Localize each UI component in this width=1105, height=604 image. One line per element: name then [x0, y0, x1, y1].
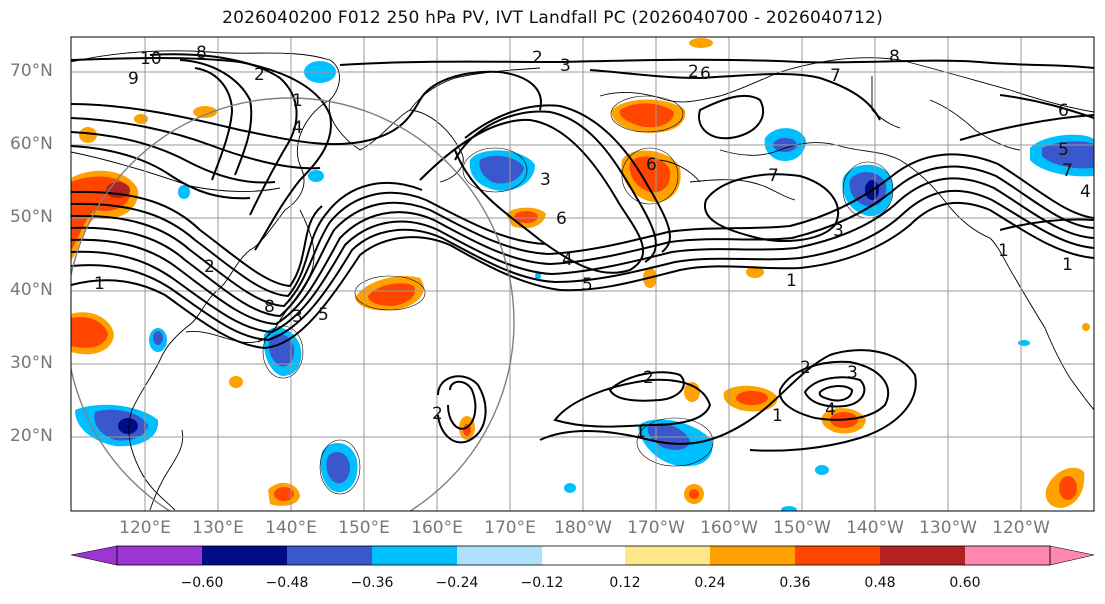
plot-frame	[70, 36, 1095, 512]
contour-label: 2	[643, 368, 654, 388]
contour-label: 9	[128, 69, 139, 89]
contour-label: 2	[432, 404, 443, 424]
contour-label: 1	[635, 422, 646, 442]
colorbar-tick: 0.24	[694, 575, 726, 591]
contour-label: 1	[1062, 255, 1073, 275]
contour-label: 1	[786, 271, 797, 291]
lon-label: 160°E	[411, 518, 463, 538]
contour-label: 1	[292, 91, 303, 111]
contour-label: 3	[833, 221, 844, 241]
colorbar-bin	[625, 546, 710, 565]
colorbar	[70, 545, 1095, 566]
lon-label: 150°E	[338, 518, 390, 538]
colorbar-bin	[117, 546, 202, 565]
contour-label: 7	[830, 66, 841, 86]
contour-label: 4	[1080, 182, 1091, 202]
contour-label: 3	[540, 170, 551, 190]
contour-label: 8	[889, 47, 900, 67]
lat-label: 50°N	[10, 207, 53, 227]
colorbar-tick: 0.36	[779, 575, 811, 591]
map-title: 2026040200 F012 250 hPa PV, IVT Landfall…	[222, 8, 883, 28]
contour-label: 6	[700, 64, 711, 84]
contour-label: 5	[582, 275, 593, 295]
contour-label: 4	[292, 118, 303, 138]
lat-label: 20°N	[10, 426, 53, 446]
colorbar-bin	[542, 546, 625, 565]
contour-label: 6	[1058, 101, 1069, 121]
contour-label: 5	[318, 305, 329, 325]
lon-label: 130°W	[919, 518, 977, 538]
lon-label: 180°W	[554, 518, 612, 538]
lat-label: 60°N	[10, 134, 53, 154]
contour-label: 2	[800, 358, 811, 378]
contour-labels: 10 9 8 2 1 4 2 3 2 6 8 7 6 5 4 3 4 5 6 6…	[94, 43, 1091, 442]
colorbar-tick: −0.48	[265, 575, 309, 591]
lat-label: 40°N	[10, 280, 53, 300]
colorbar-tick: 0.12	[609, 575, 641, 591]
lon-label: 130°E	[192, 518, 244, 538]
colorbar-tick: −0.36	[350, 575, 394, 591]
lon-label: 170°E	[484, 518, 536, 538]
contour-label: 6	[646, 155, 657, 175]
colorbar-tick: −0.12	[520, 575, 564, 591]
colorbar-bin	[795, 546, 880, 565]
lon-label: 120°W	[992, 518, 1050, 538]
contour-label: 10	[140, 49, 162, 69]
contour-label: 2	[204, 257, 215, 277]
landfall-circle	[71, 97, 515, 511]
contour-label: 4	[825, 400, 836, 420]
lon-label: 140°E	[265, 518, 317, 538]
contour-label: 1	[998, 241, 1009, 261]
colorbar-bin	[457, 546, 542, 565]
colorbar-bin	[880, 546, 965, 565]
lon-label: 170°W	[627, 518, 685, 538]
lon-label: 160°W	[700, 518, 758, 538]
contour-label: 7	[768, 166, 779, 186]
contour-label: 6	[556, 209, 567, 229]
contour-label: 5	[1058, 140, 1069, 160]
colorbar-bin	[202, 546, 287, 565]
colorbar-tick: −0.60	[180, 575, 224, 591]
lon-label: 150°W	[773, 518, 831, 538]
contour-label: 1	[772, 406, 783, 426]
contour-label: 7	[1062, 161, 1073, 181]
colorbar-bin	[710, 546, 795, 565]
contour-label: 8	[196, 43, 207, 63]
contour-label: 1	[94, 274, 105, 294]
contour-label: 2	[532, 48, 543, 68]
contour-label: 3	[560, 56, 571, 76]
colorbar-bin	[287, 546, 372, 565]
colorbar-bin	[965, 546, 1050, 565]
contour-label: 3	[292, 307, 303, 327]
colorbar-tick: −0.24	[435, 575, 479, 591]
colorbar-extend-max	[1049, 545, 1095, 566]
colorbar-extend-min	[70, 545, 118, 566]
contour-label: 2	[688, 62, 699, 82]
lon-label: 140°W	[846, 518, 904, 538]
lon-label: 120°E	[119, 518, 171, 538]
lat-label: 70°N	[10, 61, 53, 81]
colorbar-bin	[372, 546, 457, 565]
lat-label: 30°N	[10, 353, 53, 373]
contour-label: 2	[254, 65, 265, 85]
colorbar-tick: 0.48	[864, 575, 896, 591]
contour-label: 4	[562, 250, 573, 270]
colorbar-tick: 0.60	[949, 575, 981, 591]
pv-contours	[71, 53, 1094, 452]
contour-label: 8	[264, 297, 275, 317]
contour-label: 3	[847, 363, 858, 383]
